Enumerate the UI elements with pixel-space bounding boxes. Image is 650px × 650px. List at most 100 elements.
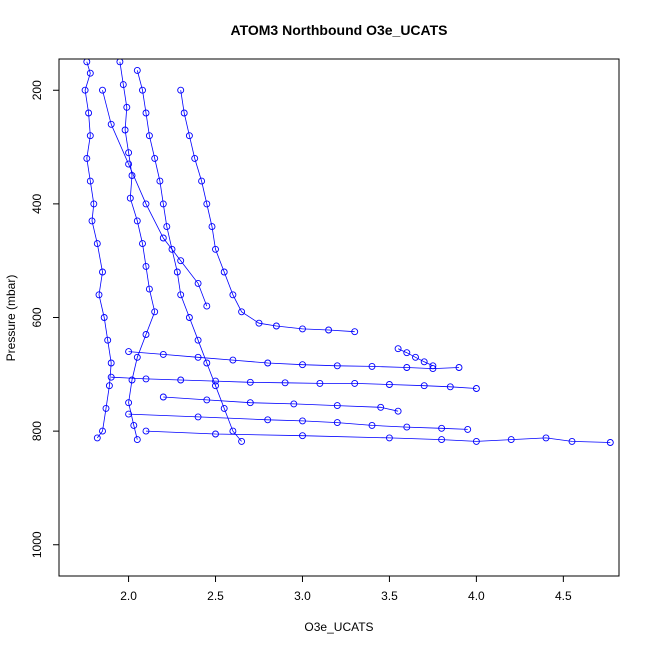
data-point (139, 240, 146, 248)
data-point (130, 421, 138, 429)
data-point (99, 86, 106, 94)
data-point (107, 373, 115, 381)
data-point (220, 404, 228, 412)
data-point (394, 407, 402, 415)
data-point (290, 400, 298, 408)
data-point (212, 382, 219, 390)
data-point (316, 379, 324, 387)
data-point (125, 149, 133, 157)
data-point (159, 200, 167, 208)
data-point (102, 404, 110, 412)
data-point (159, 234, 167, 242)
data-point (238, 437, 246, 445)
data-point (420, 358, 428, 366)
data-point (394, 345, 402, 353)
series-line (111, 376, 477, 389)
data-point (420, 382, 428, 390)
data-point (133, 217, 141, 225)
data-point (81, 86, 89, 94)
series-line (119, 61, 156, 440)
data-point (133, 353, 141, 361)
data-point (104, 336, 112, 344)
data-point (403, 349, 411, 357)
data-point (333, 402, 341, 410)
data-point (455, 364, 463, 371)
x-tick-label: 3.0 (294, 589, 311, 603)
data-point (86, 69, 94, 77)
data-point (606, 439, 614, 446)
data-point (142, 375, 150, 383)
data-point (333, 362, 341, 370)
data-point (180, 109, 188, 117)
data-point (90, 200, 98, 208)
data-point (472, 385, 480, 392)
data-point (142, 427, 150, 435)
data-point (385, 381, 393, 388)
series-6 (159, 393, 402, 415)
chart-title: ATOM3 Northbound O3e_UCATS (231, 22, 448, 38)
data-point (299, 417, 306, 425)
data-point (142, 200, 150, 208)
series-1 (116, 59, 159, 444)
data-point (83, 154, 91, 162)
data-point (203, 359, 211, 367)
series-line (136, 70, 242, 442)
data-point (403, 423, 411, 431)
series-9 (394, 345, 437, 370)
data-point (281, 379, 289, 387)
data-point (368, 421, 376, 429)
data-point (194, 413, 202, 421)
y-tick-label: 400 (30, 194, 44, 214)
data-point (95, 291, 103, 299)
series-7 (125, 410, 472, 433)
data-point (299, 432, 306, 440)
data-point (100, 314, 108, 321)
data-point (99, 268, 106, 276)
data-point (351, 379, 359, 387)
data-point (194, 336, 202, 344)
data-point (133, 66, 141, 74)
data-point (86, 177, 94, 185)
data-point (156, 177, 164, 185)
data-point (246, 399, 254, 407)
data-point (264, 416, 272, 424)
data-point (125, 348, 133, 356)
series-line (145, 430, 611, 443)
data-point (159, 393, 167, 401)
series-0 (81, 59, 115, 442)
data-point (264, 359, 272, 367)
data-point (229, 356, 237, 364)
data-point (446, 383, 454, 391)
data-point (191, 154, 199, 162)
data-point (299, 361, 306, 369)
data-point (238, 308, 246, 316)
data-point (212, 377, 219, 385)
y-tick-label: 600 (30, 307, 44, 327)
y-tick-label: 1000 (30, 531, 44, 558)
data-point (412, 353, 419, 361)
data-point (93, 240, 101, 248)
data-point (203, 200, 211, 208)
series-2 (133, 66, 246, 445)
data-point (568, 437, 576, 445)
series-line (102, 90, 208, 307)
data-point (85, 109, 93, 117)
series-line (128, 351, 460, 370)
data-point (107, 359, 115, 367)
data-point (125, 399, 133, 407)
data-point (177, 291, 185, 299)
x-tick-label: 2.5 (207, 589, 224, 603)
y-tick-label: 800 (30, 421, 44, 441)
data-point (198, 177, 206, 185)
data-point (325, 326, 333, 334)
series-line (84, 61, 112, 439)
data-point (159, 350, 167, 358)
data-point (464, 425, 472, 433)
data-point (203, 396, 211, 404)
data-point (142, 262, 150, 270)
data-point (139, 86, 146, 94)
data-point (272, 322, 280, 330)
data-point (123, 103, 131, 111)
data-point (203, 302, 211, 310)
